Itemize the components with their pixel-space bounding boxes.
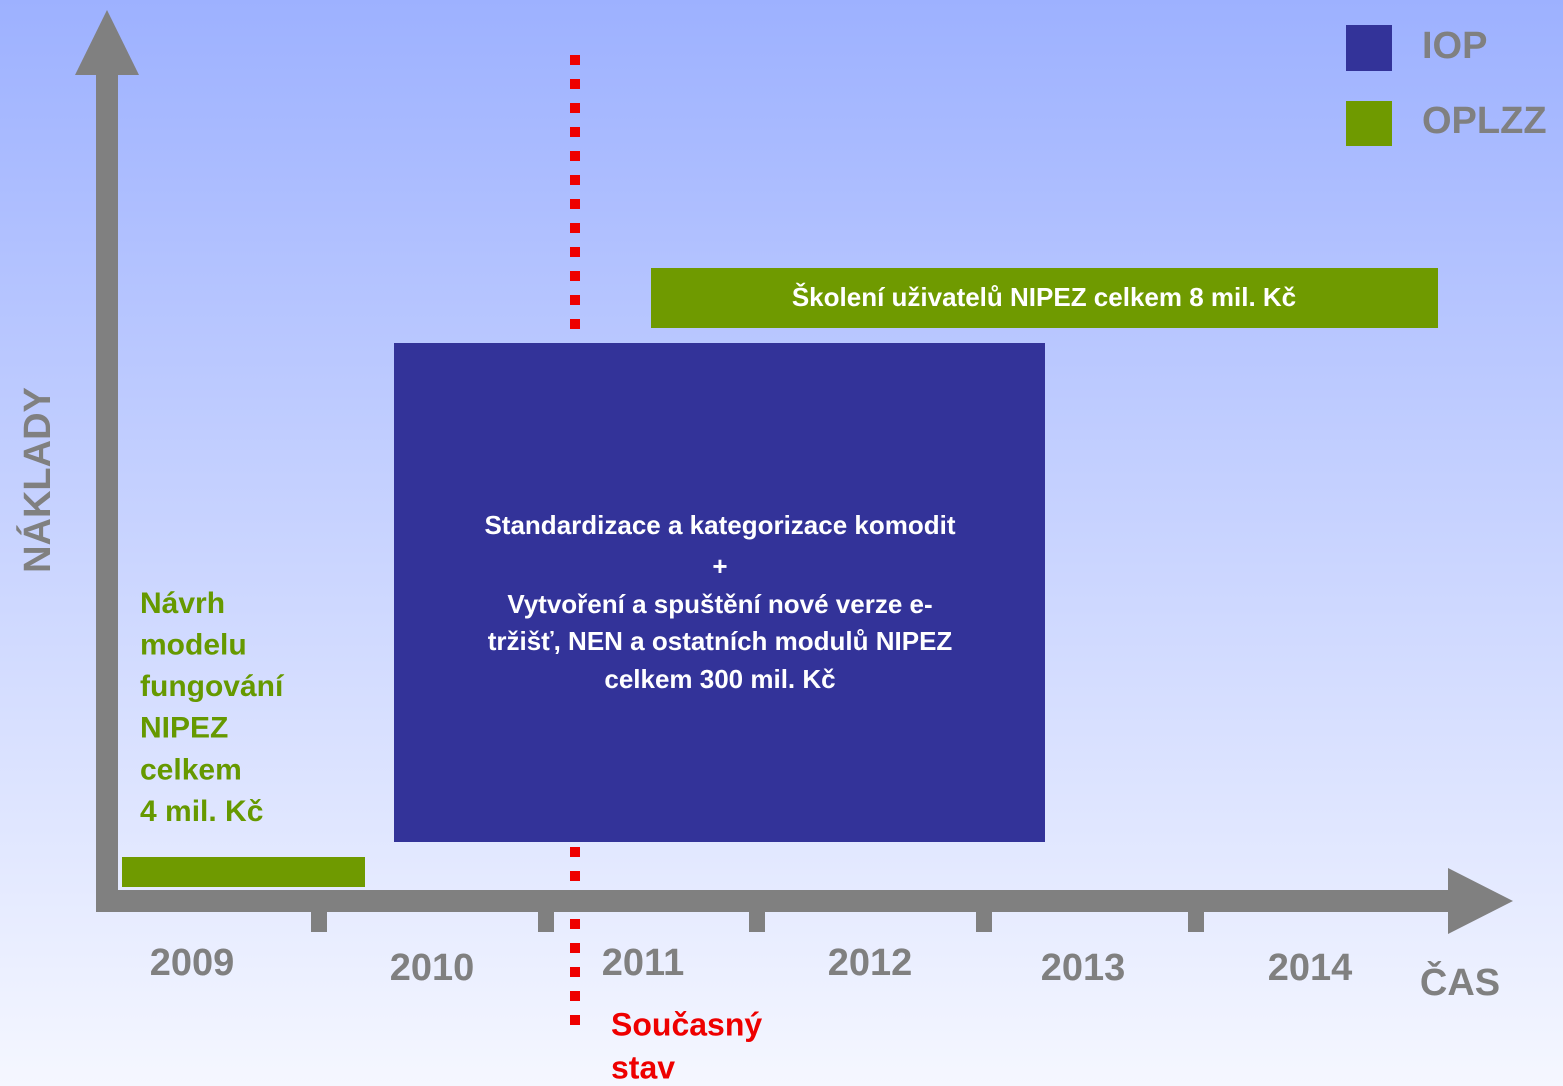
x-axis-label: ČAS <box>1420 959 1500 1004</box>
year-label: 2010 <box>390 947 475 989</box>
model-text: Návrh <box>140 587 225 620</box>
current-state-text: stav <box>611 1049 675 1085</box>
legend-label: IOP <box>1422 25 1487 67</box>
main-text: Vytvoření a spuštění nové verze e- <box>507 589 932 619</box>
main-text: tržišť, NEN a ostatních modulů NIPEZ <box>488 626 953 656</box>
year-label: 2014 <box>1268 947 1353 989</box>
y-axis-arrow <box>75 10 139 75</box>
x-axis-arrow <box>1448 868 1513 934</box>
model-text: 4 mil. Kč <box>140 795 263 828</box>
training-text: Školení uživatelů NIPEZ celkem 8 mil. Kč <box>792 282 1296 312</box>
current-state-text: Současný <box>611 1006 762 1042</box>
year-label: 2013 <box>1041 947 1126 989</box>
main-text: Standardizace a kategorizace komodit <box>484 510 955 540</box>
legend-swatch <box>1346 25 1392 71</box>
tick <box>311 905 327 932</box>
y-axis <box>96 70 118 912</box>
main-block <box>394 343 1045 842</box>
model-block <box>122 857 365 887</box>
y-axis-label: NÁKLADY <box>15 387 59 573</box>
year-label: 2009 <box>150 942 235 984</box>
model-text: modelu <box>140 629 247 662</box>
training-block <box>651 268 1438 328</box>
tick <box>976 905 992 932</box>
tick <box>1188 905 1204 932</box>
model-text: NIPEZ <box>140 712 228 745</box>
model-text: fungování <box>140 670 285 703</box>
legend-label: OPLZZ <box>1422 100 1547 142</box>
x-ticks <box>311 905 1204 932</box>
tick <box>538 905 554 932</box>
x-axis <box>96 890 1452 912</box>
main-text: + <box>712 551 727 581</box>
main-text: celkem 300 mil. Kč <box>604 664 835 694</box>
year-label: 2012 <box>828 942 913 984</box>
tick <box>749 905 765 932</box>
year-label: 2011 <box>602 942 684 984</box>
legend-swatch <box>1346 101 1392 146</box>
model-text: celkem <box>140 753 242 786</box>
